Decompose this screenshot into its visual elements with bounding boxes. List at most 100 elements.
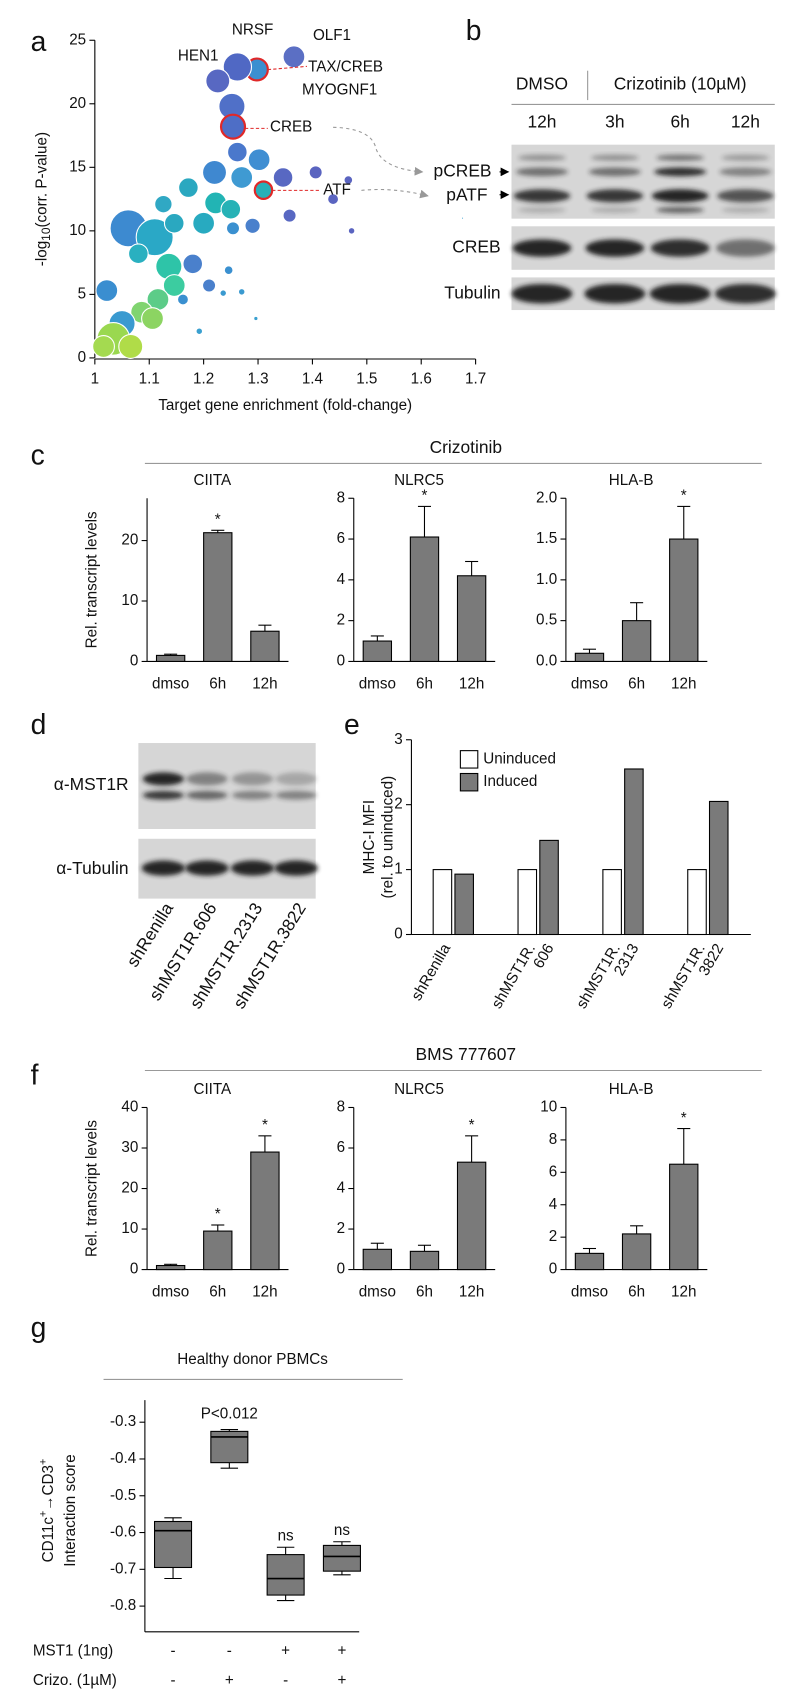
connector <box>361 188 429 199</box>
bar <box>574 652 605 662</box>
bubble <box>219 113 247 140</box>
bubble <box>95 279 119 302</box>
y-tick-label: 10 <box>540 1098 557 1115</box>
bubble <box>282 45 306 69</box>
significance: * <box>215 1206 221 1223</box>
blot-band <box>511 283 573 304</box>
blot-band <box>716 239 775 257</box>
box <box>266 1554 305 1596</box>
y-tick-label: 1.0 <box>536 571 557 588</box>
blot-band <box>512 239 572 257</box>
bubble <box>244 217 261 234</box>
x-tick-label: 1.7 <box>465 371 486 388</box>
blot-band <box>719 167 772 177</box>
bubble <box>92 335 115 358</box>
y-tick-label: 6 <box>337 1139 345 1156</box>
blot-band <box>588 167 641 177</box>
x-tick-label: shMST1R. <box>573 941 624 1012</box>
annotation: OLF1 <box>313 27 351 44</box>
bar <box>203 1230 233 1271</box>
blot-band <box>656 206 705 214</box>
bar <box>409 1250 440 1271</box>
y-tick-label: 0 <box>549 1261 557 1278</box>
y-tick-label: 1 <box>394 861 402 878</box>
bar <box>574 1252 605 1271</box>
bubble <box>225 221 241 236</box>
bubble <box>253 315 259 322</box>
blot-band <box>518 154 566 162</box>
y-tick-label: 3 <box>394 731 402 748</box>
bar <box>669 1163 699 1271</box>
x-tick-label: 1.4 <box>302 371 324 388</box>
y-tick-label: -0.7 <box>110 1560 136 1577</box>
blot-band <box>656 154 705 162</box>
y-tick-label: 2 <box>337 612 345 629</box>
panel-label: e <box>344 708 360 740</box>
y-tick-label: 8 <box>337 489 345 506</box>
blot-band <box>651 189 709 203</box>
y-axis-label-part: 10 <box>39 227 53 241</box>
blot-band <box>513 189 571 203</box>
chart-title: HLA-B <box>609 1081 654 1098</box>
significance: * <box>422 488 428 505</box>
time-label: 6h <box>670 112 689 132</box>
y-tick-label: 6 <box>549 1163 557 1180</box>
panel-label: d <box>31 708 47 740</box>
y-axis-label-part: →CD3 <box>40 1465 57 1511</box>
y-tick-label: -0.8 <box>110 1597 136 1614</box>
x-tick-label: shMST1R. <box>658 941 709 1012</box>
y-tick-label: 1.5 <box>536 530 557 547</box>
blot-band <box>590 206 639 214</box>
bubble <box>141 307 164 330</box>
annotation: TAX/CREB <box>308 58 383 75</box>
blot-label: CREB <box>452 237 500 257</box>
annotation: ATF <box>323 181 351 198</box>
bubble <box>219 289 228 297</box>
condition-mark: - <box>170 1672 175 1689</box>
bubble <box>154 194 173 214</box>
connector <box>333 126 424 176</box>
condition-mark: + <box>225 1672 234 1689</box>
bubble <box>327 193 340 206</box>
y-tick-label: 20 <box>69 95 86 112</box>
annotation: HEN1 <box>178 48 219 65</box>
bubble <box>128 243 149 265</box>
bubble <box>237 288 246 296</box>
bar <box>621 1233 652 1271</box>
y-tick-label: 2 <box>394 796 402 813</box>
y-tick-label: 6 <box>337 530 345 547</box>
x-axis-label: Target gene enrichment (fold-change) <box>158 397 412 414</box>
significance: * <box>215 512 221 529</box>
box-annotation: ns <box>334 1522 350 1539</box>
x-tick-label: 12h <box>459 1283 484 1300</box>
bar <box>155 1264 186 1271</box>
y-tick-label: 2.0 <box>536 489 557 506</box>
y-tick-label: 4 <box>337 1180 346 1197</box>
time-label: 12h <box>731 112 760 132</box>
chart-title: CIITA <box>193 472 232 489</box>
bubble <box>223 265 234 276</box>
x-tick-label: 12h <box>671 1283 696 1300</box>
band-label: pATF <box>446 184 487 204</box>
band-label: pCREB <box>434 160 492 180</box>
group-header: Crizotinib <box>430 437 502 457</box>
blot-band <box>186 790 228 800</box>
bar <box>624 768 644 936</box>
y-tick-label: 2 <box>337 1220 345 1237</box>
blot-label: α-MST1R <box>54 774 129 794</box>
y-tick-label: 0 <box>337 652 345 669</box>
x-tick-label: dmso <box>571 675 608 692</box>
y-axis-label-part: (corr. P-value) <box>34 132 51 228</box>
bar <box>362 640 393 662</box>
x-tick-label: 6h <box>628 675 645 692</box>
panel-label: c <box>31 438 45 470</box>
x-tick-label: 6h <box>209 1283 226 1300</box>
bubble <box>222 52 253 82</box>
bar <box>687 869 707 936</box>
blot-band <box>185 860 229 876</box>
bubble <box>230 166 254 189</box>
blot-band <box>231 772 274 786</box>
y-tick-label: -0.6 <box>110 1524 136 1541</box>
significance: * <box>681 1110 687 1127</box>
panel-label: a <box>31 25 47 57</box>
